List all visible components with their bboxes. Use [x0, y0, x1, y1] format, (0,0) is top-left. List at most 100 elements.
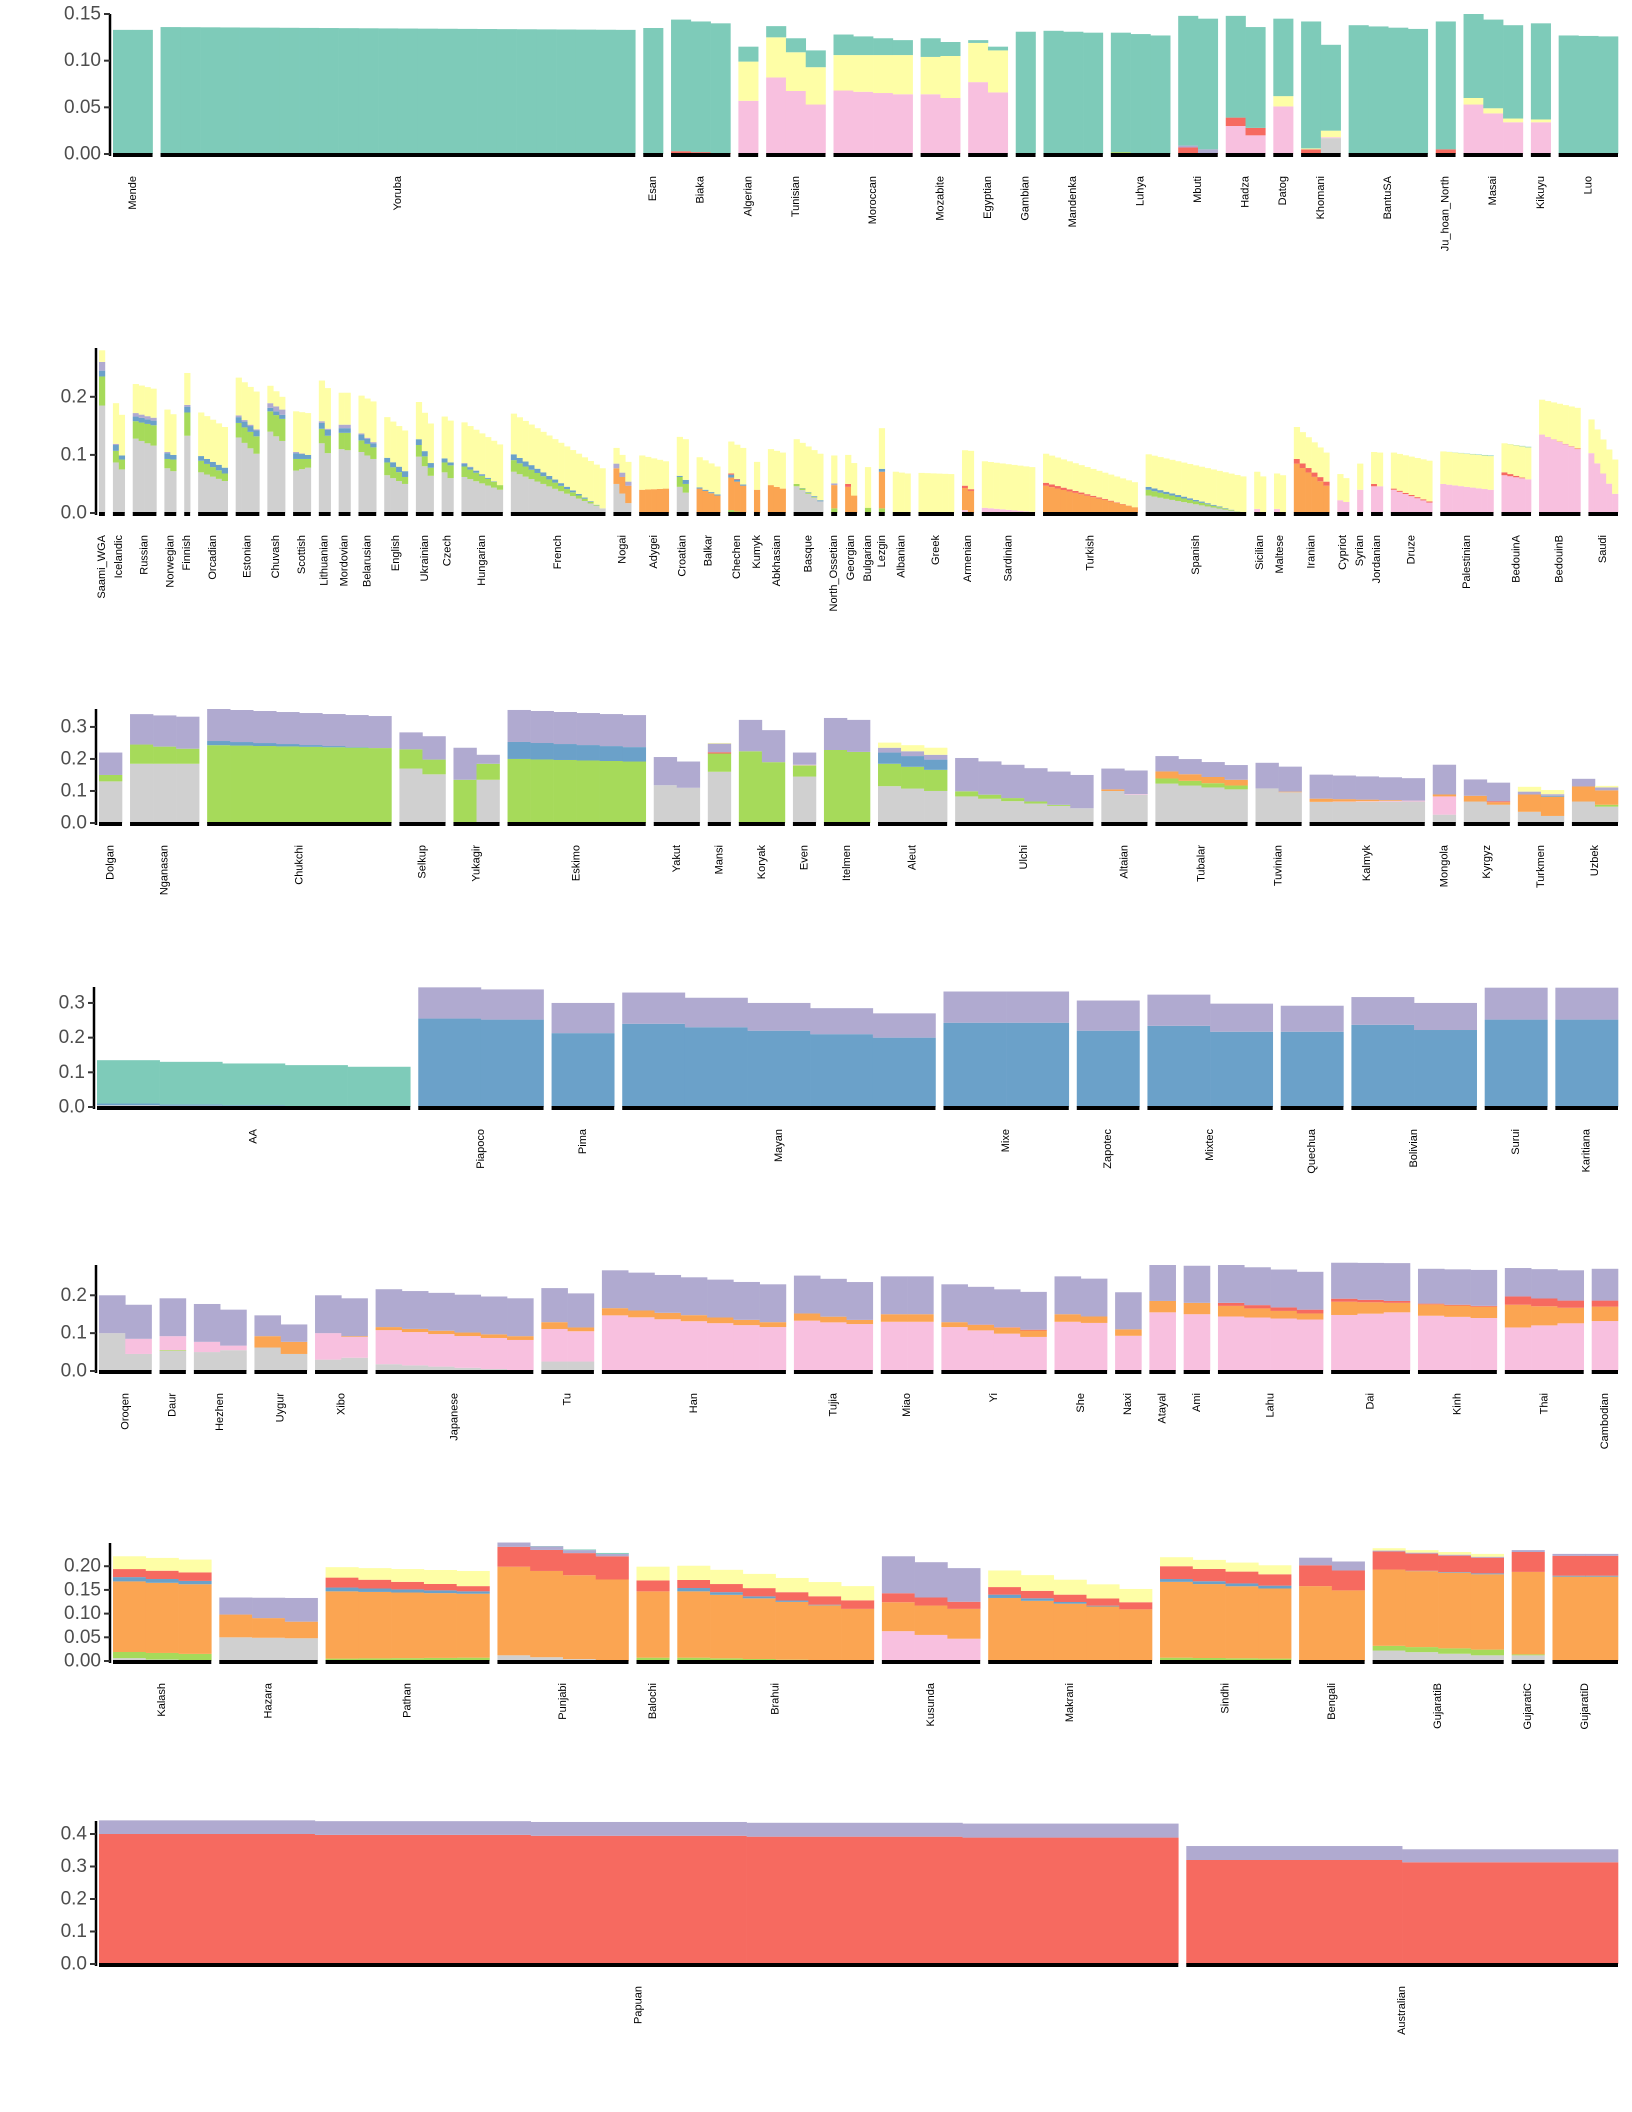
group-baseline: [97, 1106, 411, 1110]
bar-segment-orange: [707, 1317, 734, 1324]
bar-segment-pink: [1417, 1315, 1445, 1371]
group-baseline: [375, 1370, 534, 1374]
bar-segment-orange: [1378, 800, 1403, 801]
group-baseline: [696, 512, 721, 516]
bar-segment-blue: [684, 1027, 748, 1107]
bar-segment-orange: [696, 488, 703, 513]
bar-segment-blue: [427, 463, 434, 468]
bar-segment-yellow: [619, 454, 626, 473]
bar-segment-lime: [391, 1658, 425, 1661]
group-label: BedouinB: [1554, 535, 1566, 583]
group-Orcadian: Orcadian: [198, 412, 228, 580]
bar-segment-blue: [528, 465, 535, 470]
group-Cypriot: Cypriot: [1337, 474, 1350, 570]
group-label: North_Ossetian: [828, 535, 840, 611]
bar-segment-yellow: [384, 417, 391, 458]
bar-segment-grey: [1157, 497, 1164, 513]
y-tick-label: 0.2: [61, 748, 87, 769]
bar-segment-pink: [1426, 502, 1433, 513]
bar-segment-teal: [1368, 26, 1389, 154]
bar-segment-orange: [941, 1322, 968, 1328]
bar-segment-lime: [1198, 502, 1206, 506]
bar-segment-yellow: [241, 382, 248, 421]
bar-segment-salmon: [1519, 477, 1526, 479]
y-tick-label: 0.15: [64, 1579, 101, 1600]
bar-segment-yellow: [1258, 1565, 1292, 1575]
bar-segment-lime: [318, 428, 326, 444]
bar-segment-orange: [1108, 501, 1115, 513]
bar-segment-blue: [1225, 1583, 1259, 1587]
bar-segment-yellow: [901, 745, 925, 752]
bar-segment-pink: [1402, 494, 1409, 513]
bar-segment-orange: [391, 1592, 425, 1659]
bar-segment-pink: [1568, 446, 1575, 513]
bar-segment-blue: [276, 744, 300, 747]
bar-segment-teal: [159, 1061, 223, 1105]
bar-segment-grey: [1187, 503, 1194, 513]
bar-segment-teal: [516, 29, 537, 154]
y-tick-label: 0.00: [64, 144, 101, 165]
bar-segment-salmon: [562, 1553, 597, 1576]
bar-segment-grey: [1024, 803, 1048, 823]
bar-segment-orange: [1113, 502, 1121, 513]
bar-segment-lavender: [1557, 1270, 1585, 1301]
bar-segment-grey: [1332, 801, 1356, 823]
bar-segment-grey: [284, 1638, 318, 1661]
group-label: Yakut: [671, 845, 683, 872]
bar-segment-blue: [622, 1023, 686, 1107]
bar-segment-yellow: [473, 429, 480, 471]
bar-segment-blue: [553, 744, 577, 760]
bar-segment-yellow: [767, 449, 775, 486]
bar-segment-teal: [1481, 454, 1488, 456]
group-baseline: [1351, 1106, 1477, 1110]
group-Turkish: Turkish: [1043, 453, 1138, 571]
bar-segment-grey: [1378, 801, 1403, 824]
bar-segment-blue: [253, 743, 277, 747]
bar-segment-yellow: [1501, 443, 1508, 473]
group-baseline: [1076, 1106, 1140, 1110]
group-label: She: [1075, 1393, 1087, 1413]
group-Mixe: Mixe: [943, 991, 1070, 1152]
bar-segment-grey: [99, 1333, 126, 1371]
group-baseline: [541, 1370, 594, 1374]
group-label: Belarusian: [361, 535, 373, 587]
bar-segment-lavender: [878, 747, 902, 753]
group-Sicilian: Sicilian: [1254, 471, 1267, 570]
bar-segment-yellow: [273, 391, 280, 407]
bar-segment-lime: [1438, 1648, 1472, 1654]
bar-segment-lavender: [1149, 1265, 1176, 1301]
group-Han: Han: [601, 1270, 787, 1413]
bar-segment-grey: [215, 478, 223, 513]
bar-segment-grey: [1124, 794, 1148, 823]
bar-segment-teal: [97, 1060, 160, 1104]
bar-segment-orange: [1299, 468, 1306, 513]
group-label: Dolgan: [105, 845, 117, 880]
group-baseline: [1390, 512, 1433, 516]
group-label: Yukagir: [471, 845, 483, 882]
bar-segment-lime: [159, 1350, 187, 1351]
bar-segment-pink: [601, 1315, 629, 1371]
bar-segment-pink: [401, 1332, 429, 1366]
bar-segment-yellow: [740, 447, 747, 485]
bar-segment-grey: [396, 481, 403, 513]
bar-segment-grey: [252, 1637, 286, 1661]
bar-segment-grey: [528, 479, 535, 513]
group-Scottish: Scottish: [293, 411, 312, 574]
bar-segment-lavender: [1124, 770, 1148, 795]
bar-segment-lavender: [1571, 778, 1596, 787]
bar-segment-yellow: [1323, 452, 1330, 482]
group-Mbuti: Mbuti: [1178, 15, 1219, 203]
bar-segment-grey: [1228, 510, 1235, 513]
bar-segment-blue: [1540, 795, 1565, 797]
bar-segment-salmon: [1405, 1553, 1439, 1571]
group-baseline: [1293, 512, 1330, 516]
bar-segment-blue: [1484, 1019, 1548, 1107]
y-tick-label: 0.2: [61, 386, 87, 407]
bar-segment-yellow: [1066, 461, 1073, 490]
bar-segment-salmon: [1301, 149, 1322, 154]
group-Mansi: Mansi: [707, 742, 732, 874]
group-Palestinian: Palestinian: [1440, 451, 1494, 589]
bar-segment-blue: [221, 467, 228, 474]
bar-segment-orange: [1096, 498, 1103, 513]
bar-segment-lime: [422, 759, 446, 775]
